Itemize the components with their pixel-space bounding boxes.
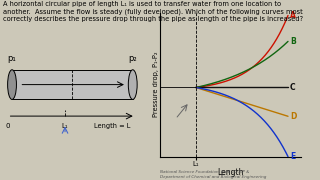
Y-axis label: Pressure drop, P₁-P₂: Pressure drop, P₁-P₂ — [153, 52, 159, 117]
Text: D: D — [290, 112, 296, 121]
Ellipse shape — [128, 70, 137, 99]
Text: p₂: p₂ — [128, 54, 137, 63]
Text: p₁: p₁ — [8, 54, 16, 63]
Text: E: E — [290, 152, 295, 161]
Text: C: C — [290, 83, 296, 92]
Text: Length = L: Length = L — [94, 123, 131, 129]
Text: A horizontal circular pipe of length L₁ is used to transfer water from one locat: A horizontal circular pipe of length L₁ … — [3, 1, 303, 22]
Bar — [12, 70, 133, 99]
X-axis label: Length: Length — [217, 168, 244, 177]
Text: 0: 0 — [5, 123, 10, 129]
Ellipse shape — [8, 70, 16, 99]
Text: L₁: L₁ — [62, 123, 68, 129]
Text: B: B — [290, 37, 296, 46]
Text: National Science Foundation, BioE CO-OP &
Department of Chemical and Biological : National Science Foundation, BioE CO-OP … — [160, 170, 266, 179]
Text: A: A — [290, 11, 296, 20]
